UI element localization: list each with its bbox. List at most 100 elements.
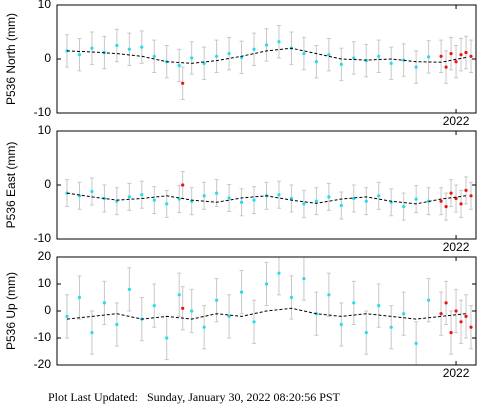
data-point: [152, 198, 156, 202]
data-point: [327, 53, 331, 57]
data-point: [181, 306, 185, 310]
data-point: [449, 191, 453, 195]
data-point: [444, 301, 448, 305]
data-point: [414, 197, 418, 201]
y-axis-label: P536 North (mm): [4, 13, 18, 105]
data-point: [339, 62, 343, 66]
data-point: [190, 56, 194, 60]
data-point: [181, 183, 185, 187]
y-tick-label: 10: [38, 0, 52, 11]
plot-area: [64, 25, 474, 100]
data-point: [202, 194, 206, 198]
data-point: [90, 331, 94, 335]
data-point: [140, 193, 144, 197]
data-point: [464, 314, 468, 318]
data-point: [181, 81, 185, 85]
data-point: [65, 314, 69, 318]
y-tick-label: 0: [44, 51, 51, 65]
data-point: [327, 293, 331, 297]
data-point: [427, 55, 431, 59]
data-point: [444, 65, 448, 69]
data-point: [227, 314, 231, 318]
y-tick-label: 0: [44, 177, 51, 191]
data-point: [115, 43, 119, 48]
data-point: [127, 195, 131, 199]
data-point: [352, 56, 356, 60]
y-tick-label: -10: [34, 330, 52, 344]
data-point: [377, 54, 381, 58]
data-point: [414, 341, 418, 345]
data-point: [264, 43, 269, 47]
panel: 20 10 0 -10 -20 2022 P536 Up (mm): [4, 249, 477, 380]
data-point: [339, 203, 343, 208]
data-point: [427, 298, 431, 302]
y-tick-label: 10: [38, 123, 52, 137]
data-point: [165, 202, 169, 206]
data-point: [277, 271, 281, 275]
y-axis-label: P536 Up (mm): [4, 272, 18, 350]
data-point: [177, 63, 181, 68]
data-point: [414, 65, 418, 69]
data-point: [439, 312, 443, 316]
footer-label: Plot Last Updated:: [48, 390, 138, 404]
y-tick-label: 10: [38, 276, 52, 290]
data-point: [177, 293, 181, 297]
data-point: [252, 320, 256, 324]
x-tick-label: 2022: [443, 114, 470, 128]
data-point: [277, 193, 281, 197]
panel: 10 0 -10 2022 P536 East (mm): [4, 123, 477, 254]
data-point: [127, 47, 131, 51]
plot-area: [64, 171, 474, 221]
data-point: [377, 194, 381, 198]
data-point: [102, 301, 106, 305]
data-point: [449, 52, 453, 56]
y-tick-label: -10: [34, 105, 52, 119]
model-line: [66, 192, 467, 205]
data-point: [352, 301, 356, 305]
data-point: [127, 287, 131, 291]
y-tick-label: 0: [44, 303, 51, 317]
data-point: [454, 60, 458, 64]
data-point: [77, 53, 82, 57]
data-point: [449, 331, 453, 335]
data-point: [389, 325, 393, 329]
data-point: [314, 60, 318, 64]
data-point: [190, 309, 194, 313]
y-axis-label: P536 East (mm): [4, 142, 18, 229]
data-point: [215, 298, 219, 302]
data-point: [339, 322, 343, 327]
data-point: [152, 304, 156, 308]
data-point: [364, 331, 368, 335]
data-point: [439, 54, 443, 58]
model-line: [66, 47, 467, 64]
data-point: [227, 52, 231, 56]
data-point: [459, 320, 463, 324]
model-line: [66, 307, 467, 320]
data-point: [90, 189, 94, 194]
data-point: [239, 290, 244, 294]
data-point: [215, 191, 219, 195]
data-point: [252, 47, 256, 51]
data-point: [202, 325, 206, 329]
data-point: [215, 54, 219, 58]
data-point: [77, 295, 82, 300]
data-point: [364, 59, 368, 63]
data-point: [444, 205, 448, 209]
data-point: [389, 61, 393, 65]
data-point: [264, 282, 269, 286]
plot-area: [64, 257, 474, 365]
data-point: [377, 304, 381, 308]
data-point: [314, 199, 318, 203]
y-tick-label: -10: [34, 231, 52, 245]
data-point: [140, 45, 144, 49]
data-point: [289, 196, 294, 201]
data-point: [469, 325, 473, 329]
data-point: [402, 205, 406, 209]
data-point: [289, 295, 294, 300]
data-point: [302, 52, 306, 56]
data-point: [90, 46, 94, 50]
data-point: [277, 40, 281, 44]
data-point: [459, 202, 463, 206]
data-point: [239, 200, 244, 204]
data-point: [454, 309, 458, 313]
